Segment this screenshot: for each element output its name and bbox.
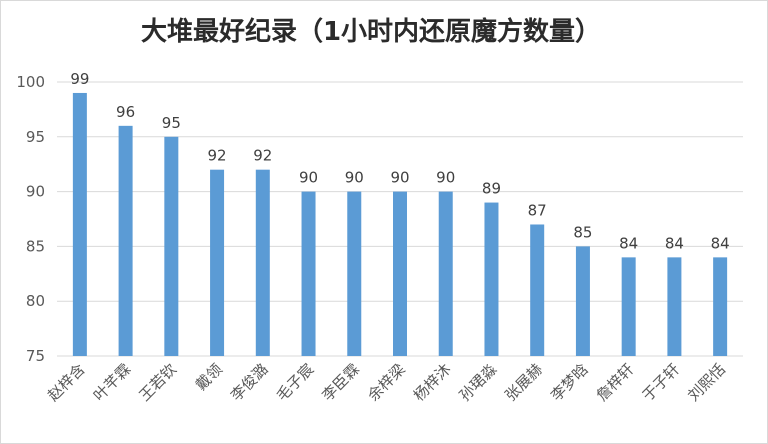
y-tick-label: 85 (26, 237, 45, 255)
category-label: 叶芊霖 (90, 360, 135, 405)
y-tick-label: 80 (26, 292, 45, 310)
category-label: 刘熙恬 (684, 360, 729, 405)
bar (301, 191, 316, 356)
data-label: 85 (573, 223, 592, 241)
category-label: 余梓梁 (364, 360, 409, 405)
category-label: 赵梓含 (44, 360, 89, 405)
y-tick-label: 95 (26, 128, 45, 146)
bar (667, 257, 682, 356)
bar (164, 136, 179, 356)
data-label: 99 (70, 70, 89, 88)
bar (484, 202, 499, 356)
category-label: 于子轩 (639, 360, 684, 405)
bar (530, 224, 545, 356)
category-label: 李梦晗 (547, 360, 592, 405)
category-label: 李俊潞 (227, 360, 272, 405)
category-label: 孙珺淼 (456, 360, 501, 405)
category-label: 詹梓轩 (593, 360, 638, 405)
category-label: 李臣霖 (319, 360, 364, 405)
data-label: 90 (345, 169, 364, 187)
data-label: 84 (619, 234, 638, 252)
bar (393, 191, 407, 356)
bar (255, 169, 270, 356)
data-label: 95 (162, 114, 181, 132)
chart-title: 大堆最好纪录（1小时内还原魔方数量） (140, 17, 602, 47)
data-label: 90 (390, 169, 409, 187)
data-label: 87 (528, 201, 547, 219)
data-label: 84 (665, 234, 684, 252)
category-label: 杨梓沐 (410, 360, 455, 405)
bar (575, 246, 590, 356)
y-tick-label: 90 (26, 183, 45, 201)
category-label: 王若钦 (136, 360, 181, 405)
bar (210, 169, 225, 356)
bar (438, 191, 453, 356)
y-tick-label: 75 (26, 347, 45, 365)
data-label: 90 (436, 169, 455, 187)
bar (72, 92, 87, 357)
y-tick-label: 100 (16, 73, 45, 91)
bar (347, 191, 362, 356)
bar (118, 125, 133, 356)
bar (621, 257, 636, 356)
category-label: 戴领 (192, 360, 226, 394)
bar (713, 257, 728, 356)
data-label: 92 (253, 147, 272, 165)
data-label: 89 (482, 180, 501, 198)
category-label: 张展赫 (501, 360, 546, 405)
data-label: 90 (299, 169, 318, 187)
data-label: 84 (711, 234, 730, 252)
data-label: 92 (208, 147, 227, 165)
data-label: 96 (116, 103, 135, 121)
category-label: 毛子宸 (273, 360, 318, 405)
